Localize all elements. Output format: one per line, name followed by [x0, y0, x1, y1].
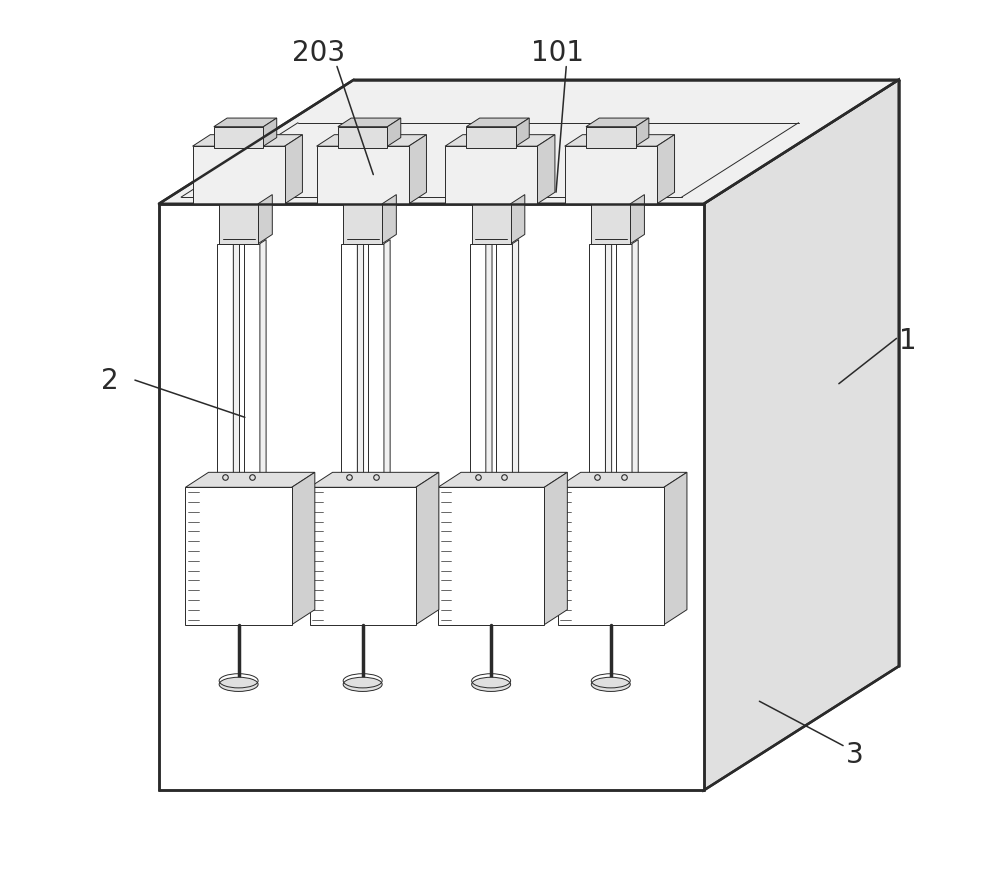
Polygon shape: [292, 472, 315, 625]
Polygon shape: [512, 239, 519, 487]
Polygon shape: [537, 135, 555, 204]
Polygon shape: [472, 204, 511, 244]
Polygon shape: [496, 244, 512, 487]
Polygon shape: [384, 239, 390, 487]
Polygon shape: [341, 244, 357, 487]
Polygon shape: [310, 472, 439, 487]
Polygon shape: [214, 127, 263, 148]
Polygon shape: [516, 118, 529, 146]
Polygon shape: [193, 146, 285, 204]
Polygon shape: [387, 118, 401, 146]
Polygon shape: [565, 135, 675, 146]
Polygon shape: [486, 239, 492, 487]
Polygon shape: [558, 472, 687, 487]
Ellipse shape: [343, 677, 382, 691]
Polygon shape: [217, 244, 233, 487]
Polygon shape: [664, 472, 687, 625]
Polygon shape: [244, 244, 260, 487]
Polygon shape: [368, 244, 384, 487]
Polygon shape: [586, 127, 636, 148]
Text: 203: 203: [292, 39, 345, 67]
Polygon shape: [445, 146, 537, 204]
Polygon shape: [704, 80, 899, 790]
Ellipse shape: [591, 677, 630, 691]
Polygon shape: [466, 118, 529, 127]
Text: 2: 2: [101, 367, 119, 395]
Polygon shape: [445, 135, 555, 146]
Polygon shape: [470, 244, 486, 487]
Polygon shape: [382, 195, 396, 244]
Polygon shape: [260, 239, 266, 487]
Text: 3: 3: [846, 741, 863, 769]
Polygon shape: [185, 487, 292, 625]
Polygon shape: [632, 239, 638, 487]
Polygon shape: [416, 472, 439, 625]
Polygon shape: [159, 80, 899, 204]
Polygon shape: [185, 472, 315, 487]
Polygon shape: [219, 204, 258, 244]
Polygon shape: [586, 118, 649, 127]
Polygon shape: [310, 487, 416, 625]
Polygon shape: [338, 127, 387, 148]
Polygon shape: [466, 127, 516, 148]
Polygon shape: [214, 118, 277, 127]
Polygon shape: [193, 135, 302, 146]
Polygon shape: [438, 472, 567, 487]
Polygon shape: [343, 204, 382, 244]
Polygon shape: [159, 204, 704, 790]
Polygon shape: [357, 239, 364, 487]
Polygon shape: [657, 135, 675, 204]
Polygon shape: [565, 146, 657, 204]
Polygon shape: [317, 135, 426, 146]
Polygon shape: [544, 472, 567, 625]
Polygon shape: [630, 195, 644, 244]
Polygon shape: [438, 487, 544, 625]
Polygon shape: [589, 244, 605, 487]
Polygon shape: [616, 244, 632, 487]
Ellipse shape: [472, 677, 511, 691]
Polygon shape: [558, 487, 664, 625]
Polygon shape: [317, 146, 409, 204]
Polygon shape: [338, 118, 401, 127]
Polygon shape: [263, 118, 277, 146]
Polygon shape: [233, 239, 240, 487]
Polygon shape: [409, 135, 426, 204]
Polygon shape: [636, 118, 649, 146]
Polygon shape: [511, 195, 525, 244]
Polygon shape: [591, 204, 630, 244]
Polygon shape: [605, 239, 612, 487]
Text: 101: 101: [531, 39, 584, 67]
Polygon shape: [285, 135, 302, 204]
Text: 1: 1: [899, 327, 916, 355]
Ellipse shape: [219, 677, 258, 691]
Polygon shape: [258, 195, 272, 244]
